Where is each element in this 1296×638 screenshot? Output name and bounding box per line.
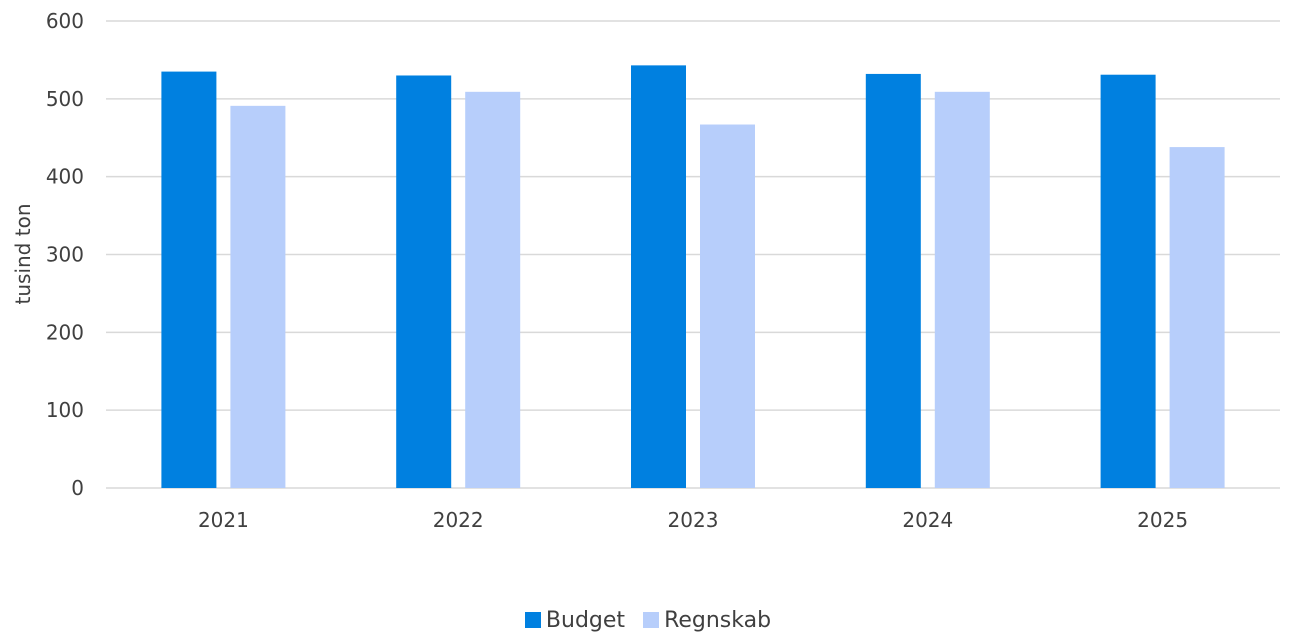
legend-swatch [643,612,660,628]
y-tick-label: 300 [46,243,84,267]
bar-regnskab-2023 [700,124,755,488]
legend-label: Budget [545,607,626,633]
legend-label: Regnskab [664,607,772,633]
y-tick-label: 500 [46,87,84,111]
legend-item-regnskab: Regnskab [643,608,771,633]
gridlines [106,20,1280,489]
bar-budget-2023 [631,65,686,489]
bar-regnskab-2024 [934,91,990,488]
bars [161,65,1225,489]
bar-regnskab-2022 [465,91,521,488]
legend-item-budget: Budget [524,607,626,633]
x-tick-label: 2024 [902,508,953,532]
y-tick-label: 100 [46,398,84,422]
x-tick-label: 2025 [1137,508,1188,532]
x-tick-label: 2023 [668,508,719,532]
x-tick-label: 2022 [433,508,484,532]
bar-regnskab-2025 [1169,147,1225,488]
bar-budget-2024 [865,73,921,488]
bar-regnskab-2021 [230,105,286,489]
bar-budget-2025 [1100,74,1156,488]
y-tick-label: 200 [46,320,84,344]
legend-swatch [524,612,541,628]
y-tick-label: 400 [46,165,84,189]
x-tick-label: 2021 [198,508,249,532]
y-axis-label: tusind ton [11,204,35,305]
y-tick-label: 600 [46,9,84,33]
bar-budget-2021 [161,71,217,488]
bar-budget-2022 [396,75,452,488]
legend: Budget Regnskab [0,606,1296,634]
y-tick-label: 0 [71,476,84,500]
tick-labels: 0 100 200 300 400 500 600 2021 2022 2023 2024 2025 [46,9,1188,532]
